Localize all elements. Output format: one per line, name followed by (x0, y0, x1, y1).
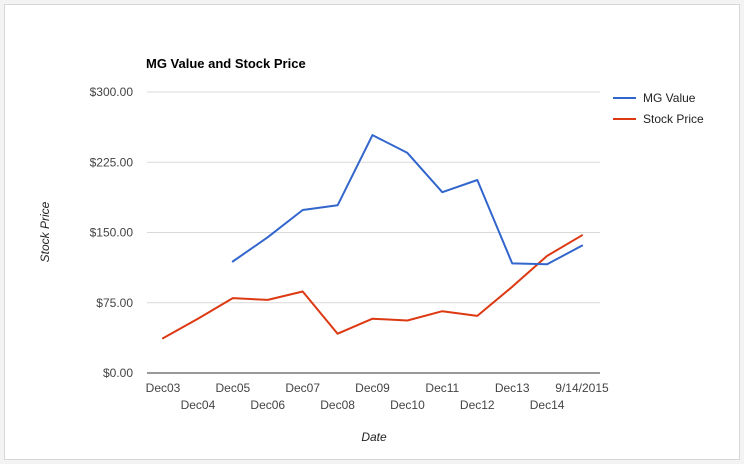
x-tick-label: Dec11 (425, 381, 459, 395)
y-tick-label: $225.00 (90, 155, 134, 169)
y-axis-ticks: $0.00 $75.00 $150.00 $225.00 $300.00 (90, 85, 134, 380)
x-tick-label: Dec05 (215, 381, 250, 395)
gridlines (147, 91, 600, 374)
x-tick-label: Dec10 (390, 398, 425, 412)
x-axis-title: Date (361, 430, 387, 444)
x-tick-label: 9/14/2015 (555, 381, 609, 395)
stock-price-line[interactable] (162, 234, 583, 340)
x-tick-label: Dec08 (320, 398, 355, 412)
x-tick-label: Dec03 (146, 381, 181, 395)
series-lines (162, 134, 583, 340)
y-tick-label: $300.00 (90, 85, 134, 99)
legend: MG Value Stock Price (613, 91, 704, 126)
y-tick-label: $0.00 (103, 366, 133, 380)
x-tick-label: Dec07 (285, 381, 320, 395)
mg-value-line[interactable] (231, 134, 583, 266)
legend-label-stock-price: Stock Price (643, 112, 704, 126)
chart-title: MG Value and Stock Price (146, 56, 306, 71)
x-tick-label: Dec09 (355, 381, 390, 395)
y-tick-label: $75.00 (96, 296, 133, 310)
x-tick-label: Dec12 (460, 398, 495, 412)
y-axis-title: Stock Price (38, 201, 52, 262)
y-tick-label: $150.00 (90, 226, 134, 240)
x-tick-label: Dec06 (250, 398, 285, 412)
x-tick-label: Dec14 (530, 398, 565, 412)
x-tick-label: Dec13 (495, 381, 530, 395)
x-tick-label: Dec04 (181, 398, 216, 412)
legend-label-mg-value: MG Value (643, 91, 696, 105)
